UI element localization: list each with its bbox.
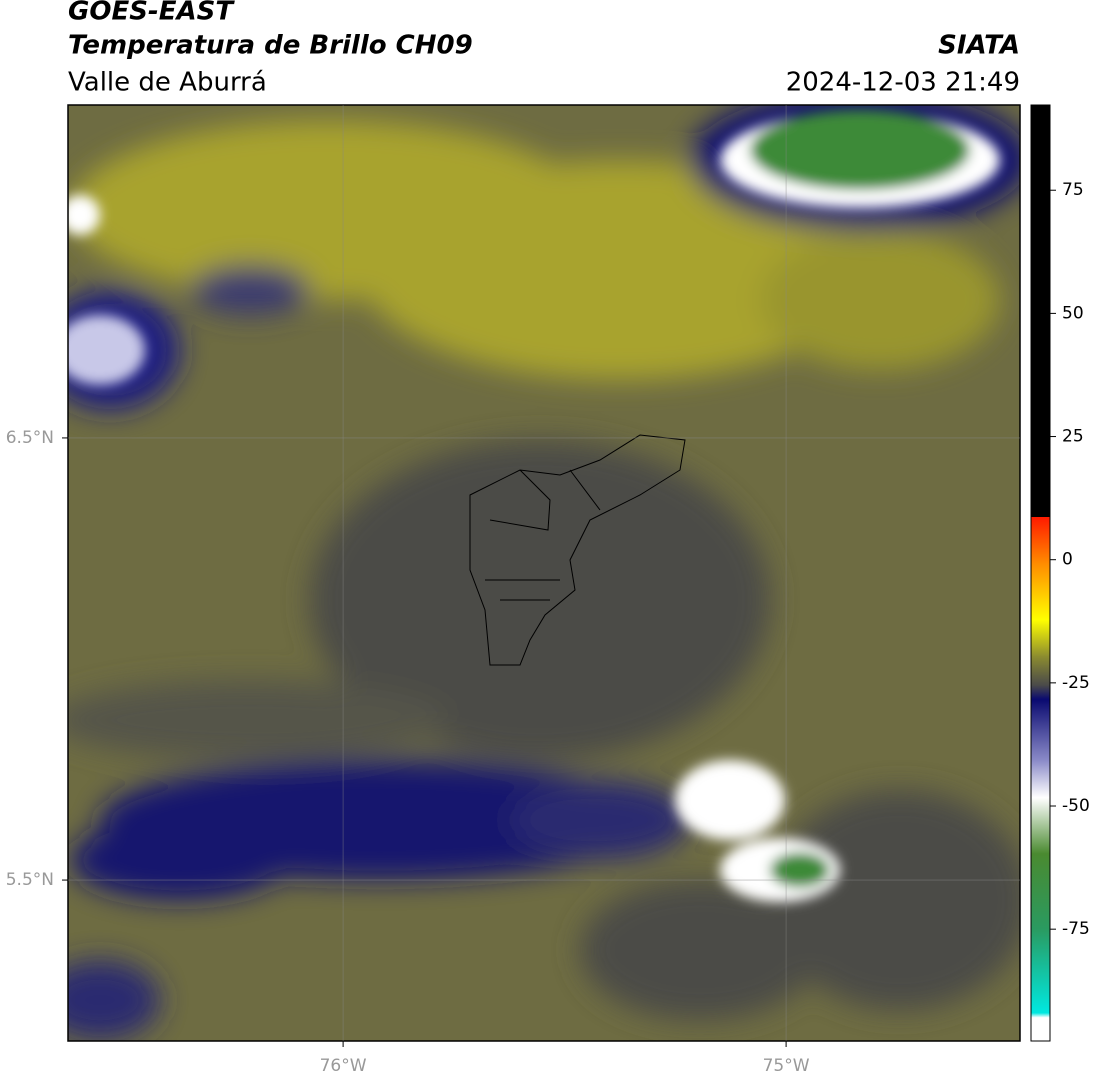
lat-tick-label: 6.5°N xyxy=(6,428,54,448)
colorbar-tick-label: -50 xyxy=(1062,796,1090,816)
title: GOES-EAST xyxy=(68,0,235,27)
subtitle: Temperatura de Brillo CH09 xyxy=(68,31,473,61)
lat-tick-label: 5.5°N xyxy=(6,870,54,890)
datetime: 2024-12-03 21:49 xyxy=(786,68,1020,98)
colorbar-tick-label: 25 xyxy=(1062,427,1084,447)
colorbar-tick-label: -25 xyxy=(1062,673,1090,693)
colorbar-tick-label: 0 xyxy=(1062,550,1073,570)
region: Valle de Aburrá xyxy=(68,68,267,98)
lon-tick-label: 76°W xyxy=(320,1056,367,1076)
colorbar-tick-label: 50 xyxy=(1062,303,1084,323)
colorbar-tick-label: 75 xyxy=(1062,180,1084,200)
map-frame xyxy=(67,104,1021,1042)
source: SIATA xyxy=(938,31,1020,61)
colorbar xyxy=(1030,104,1051,1042)
map-field xyxy=(68,105,1020,1041)
colorbar-tick-label: -75 xyxy=(1062,919,1090,939)
lon-tick-label: 75°W xyxy=(763,1056,810,1076)
